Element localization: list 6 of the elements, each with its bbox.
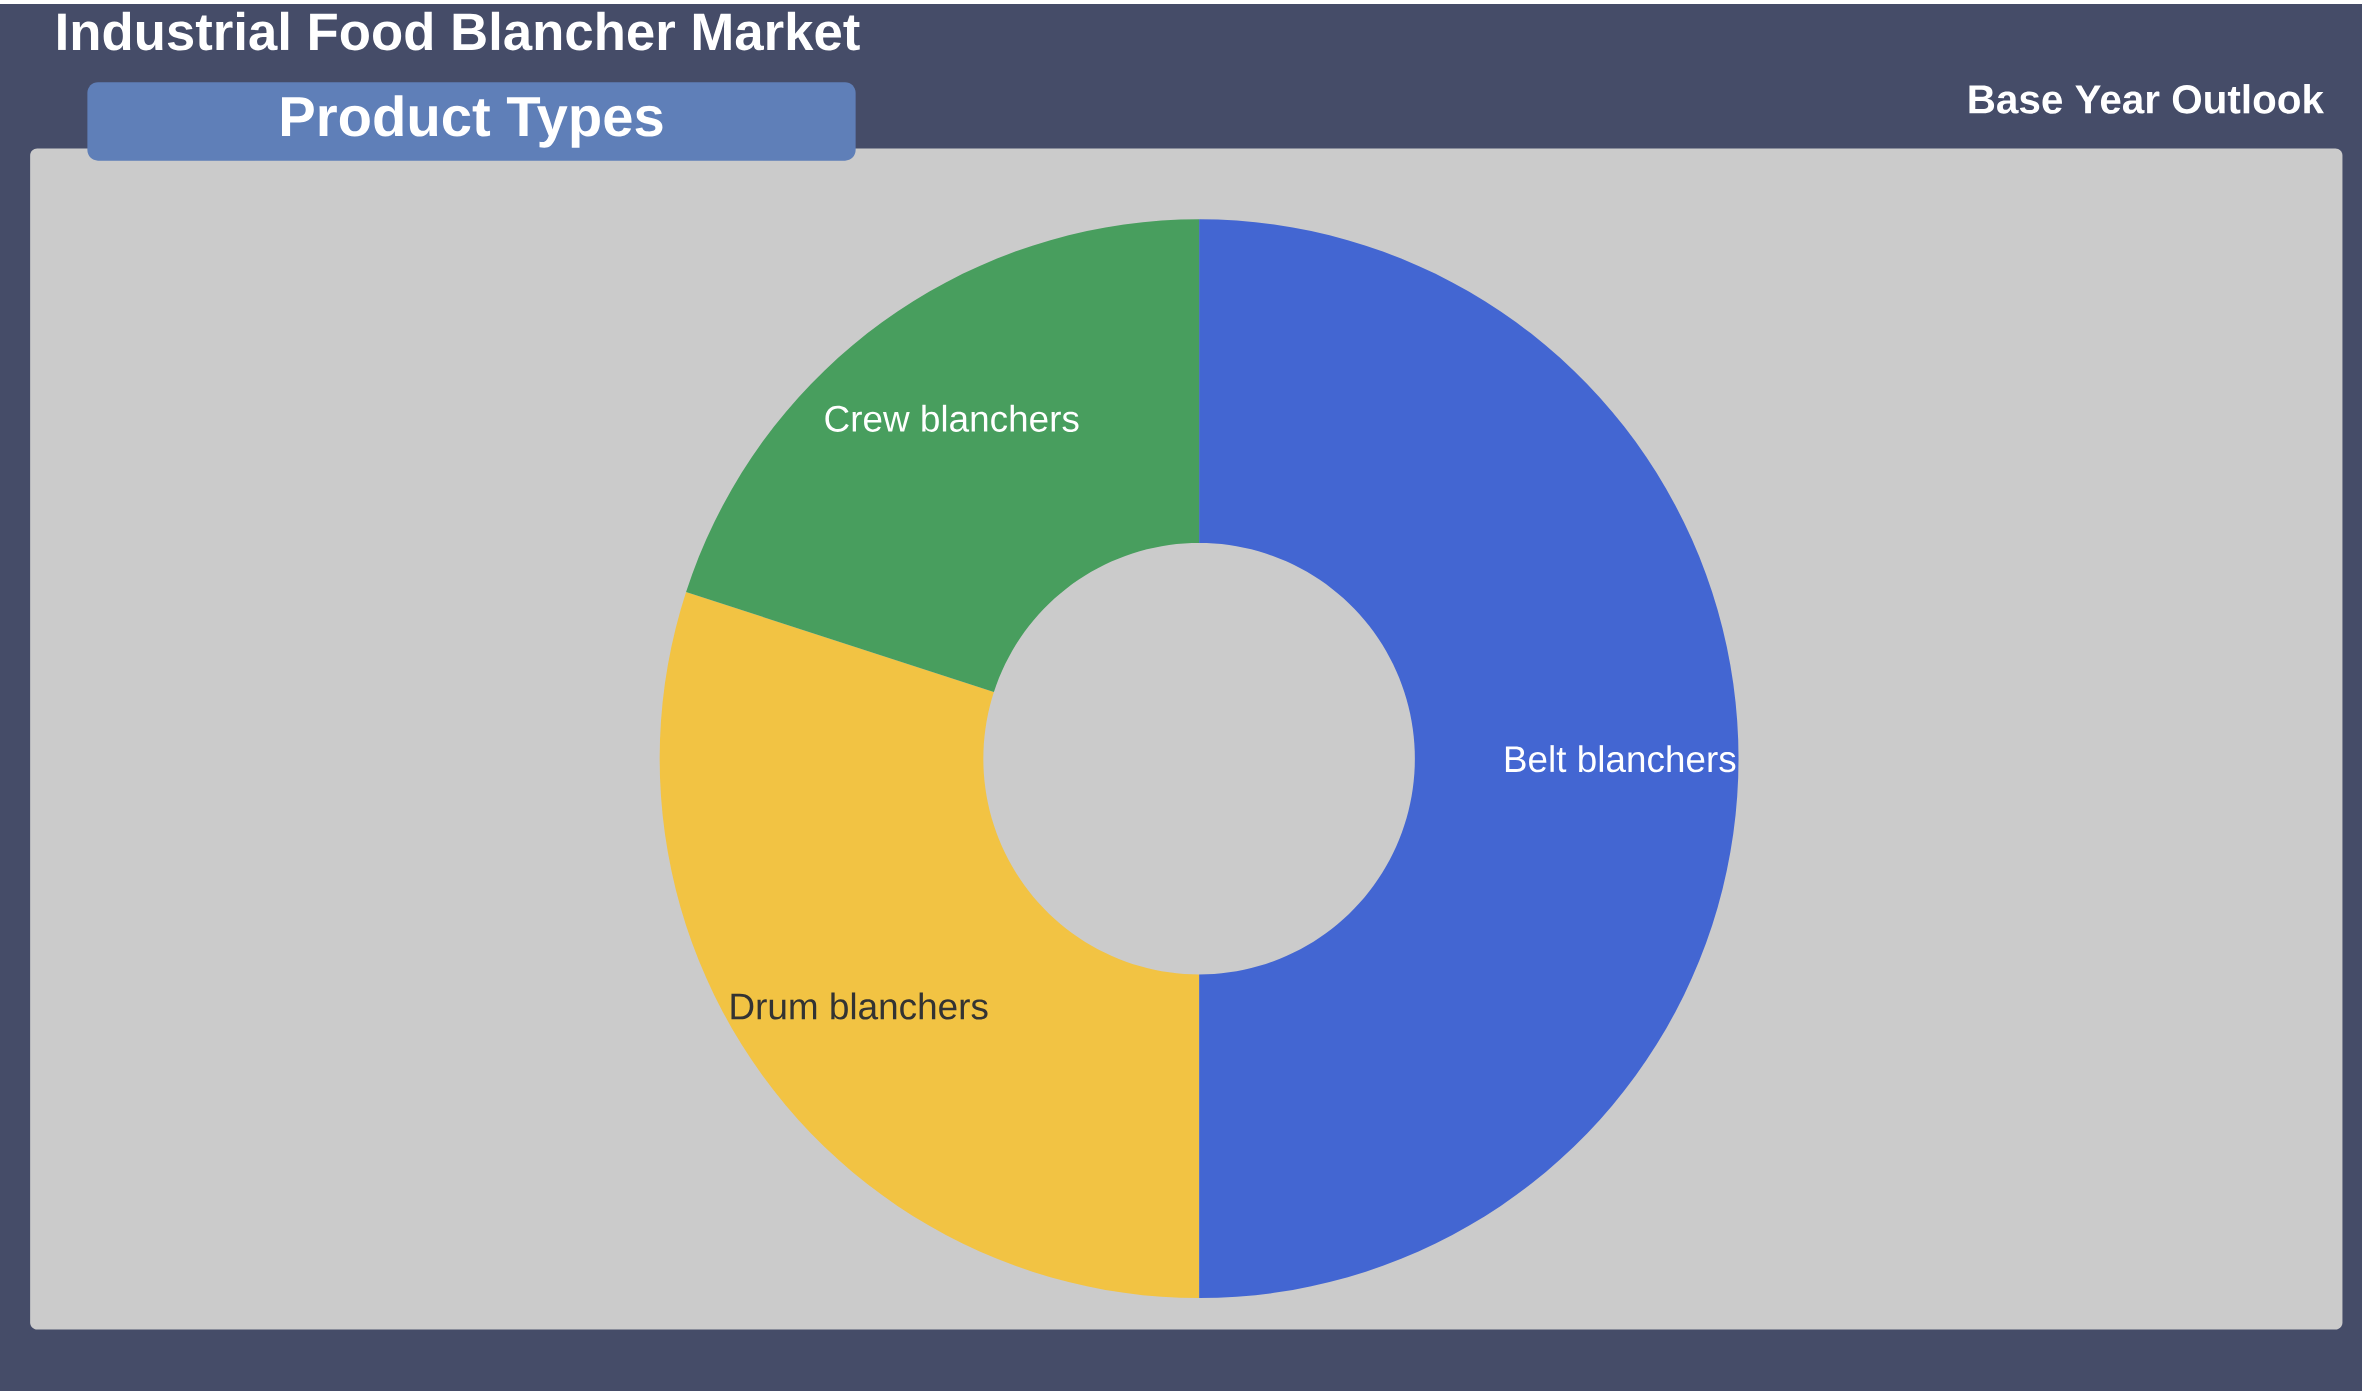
slice-label: Crew blanchers: [825, 404, 1079, 432]
chart-title: Industrial Food Blancher Market: [58, 11, 860, 51]
text: Base Year Outlook: [1969, 83, 2324, 114]
slice-label: Drum blanchers: [731, 992, 988, 1020]
chart-subtitle: Product Types: [282, 95, 663, 148]
slice-label: Belt blanchers: [1505, 744, 1736, 773]
